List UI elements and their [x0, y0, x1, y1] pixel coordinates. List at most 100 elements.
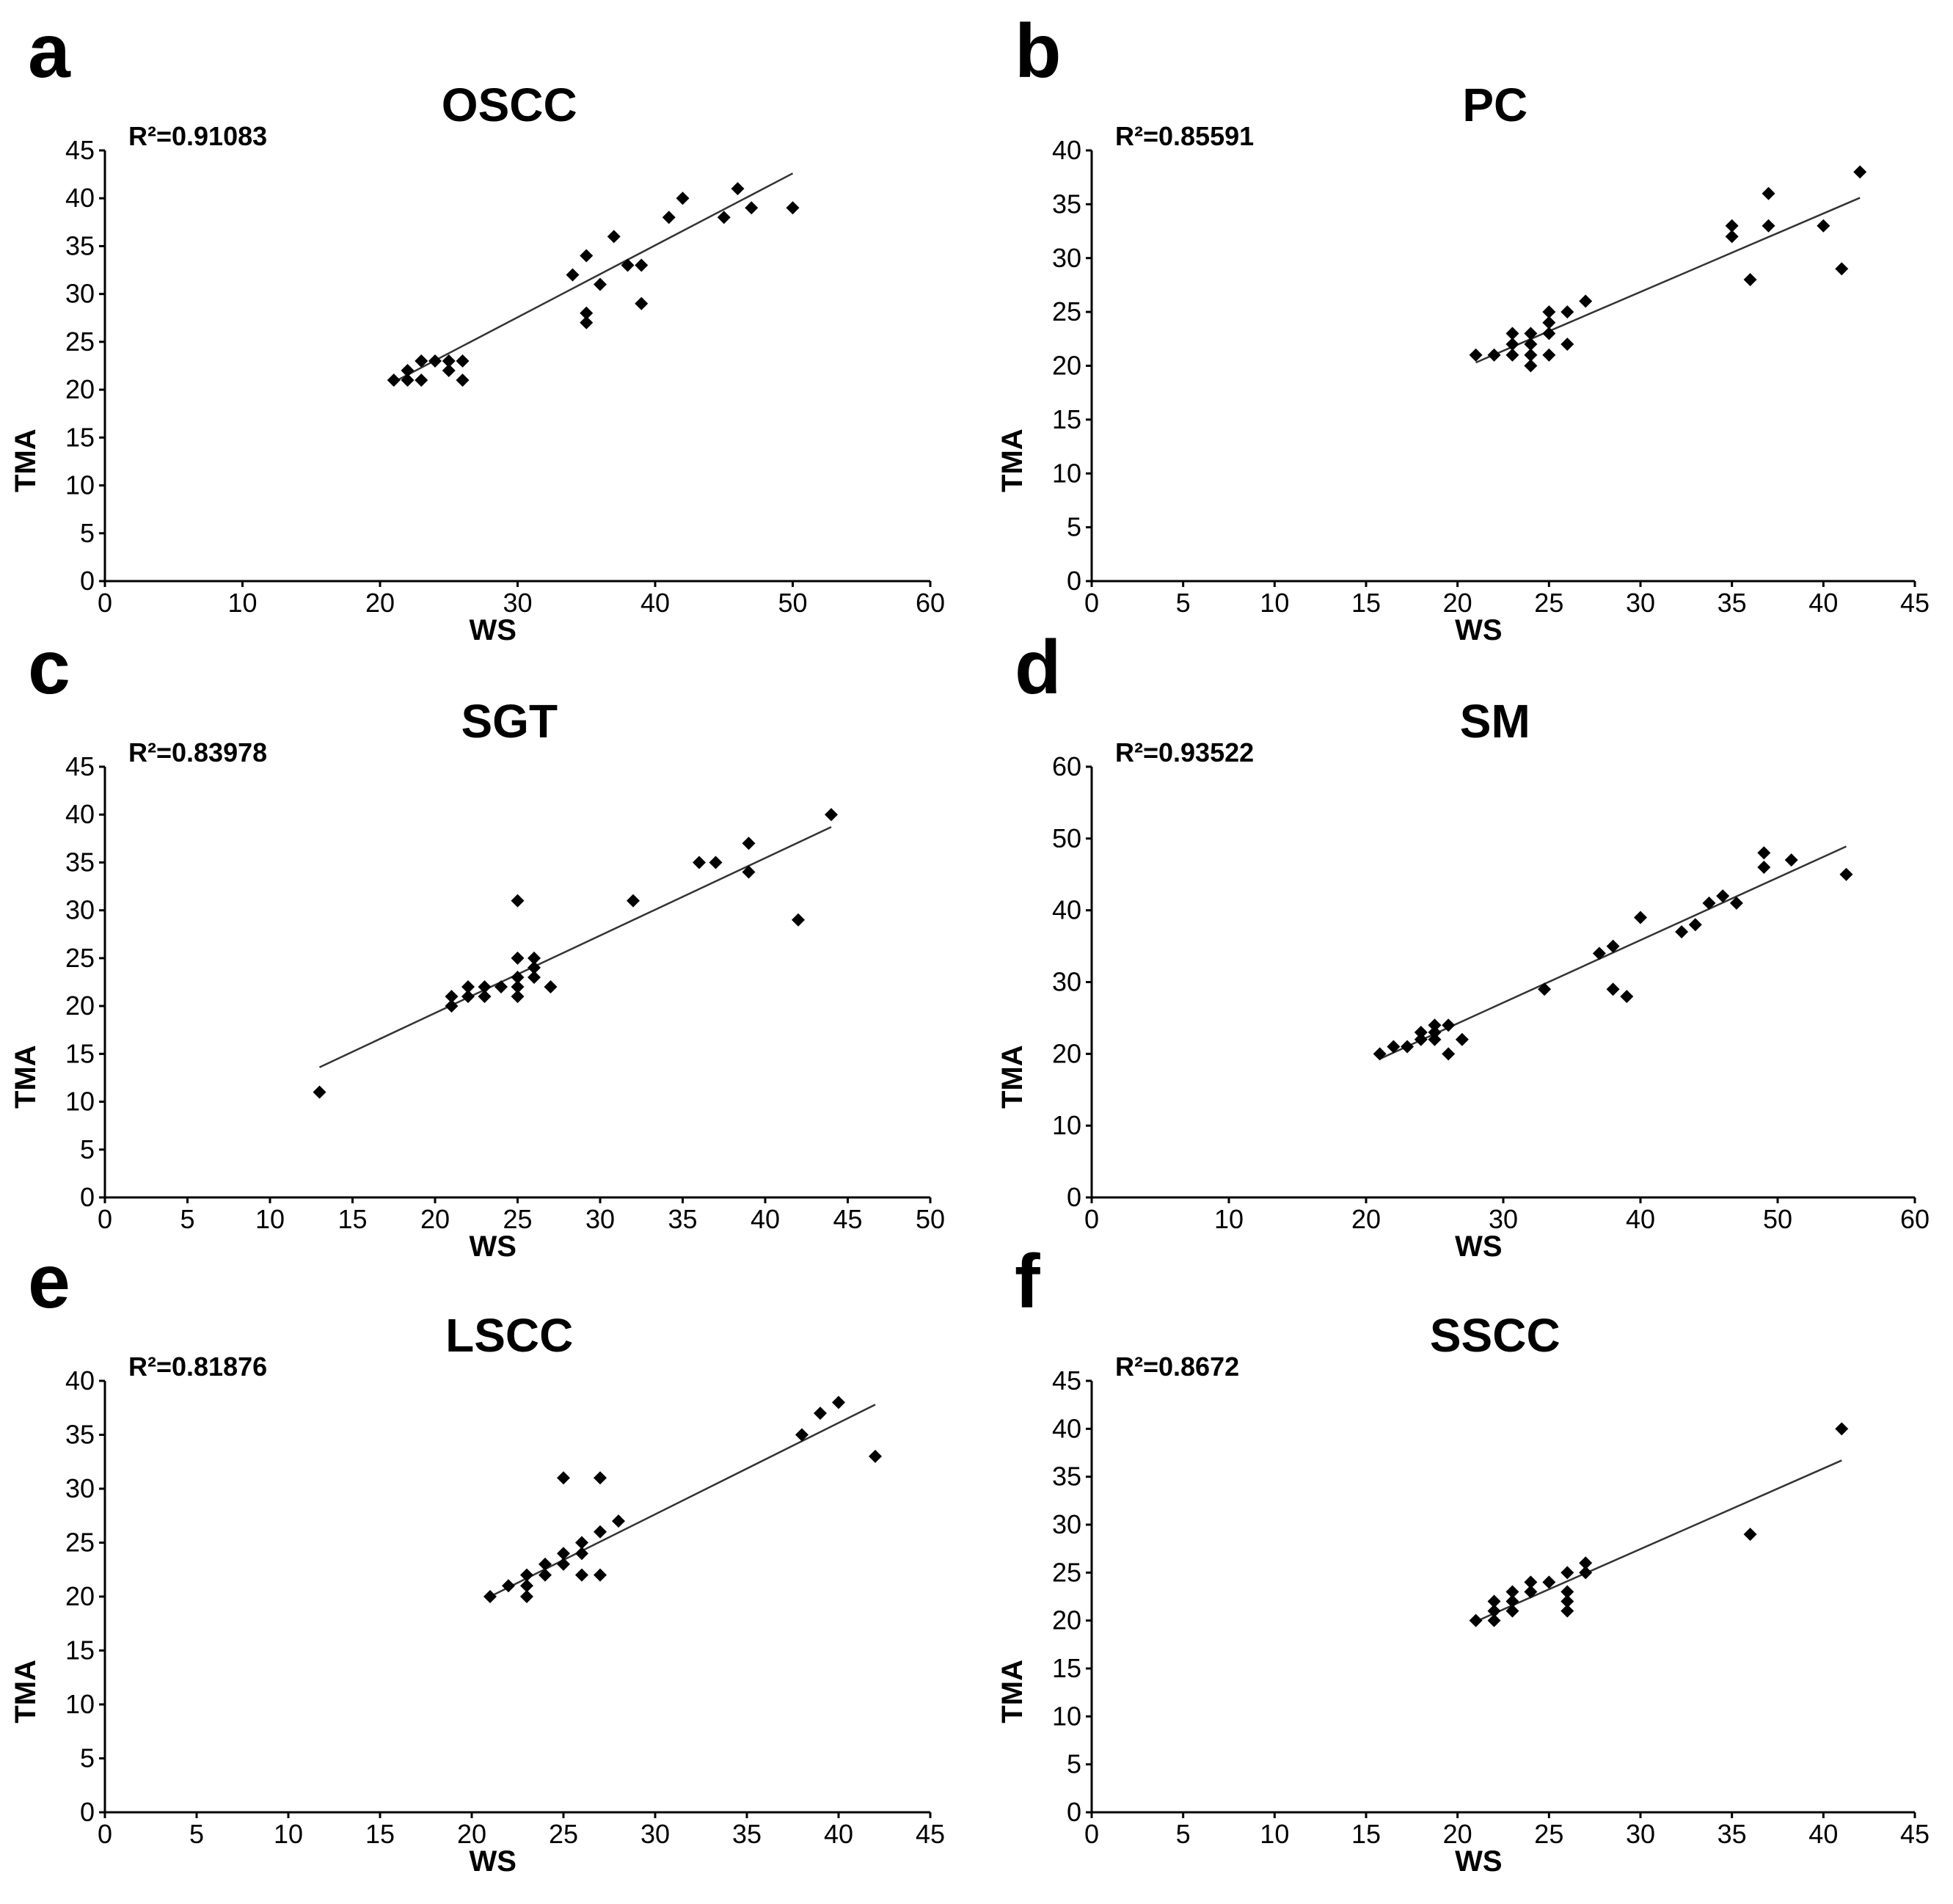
data-point — [1487, 1613, 1501, 1627]
data-point — [1606, 939, 1620, 953]
data-point — [511, 951, 525, 965]
data-point — [1579, 1566, 1593, 1580]
x-axis-label: WS — [1455, 1230, 1502, 1263]
y-axis-label: TMA — [996, 1045, 1029, 1109]
x-tick-label: 20 — [1351, 1204, 1381, 1234]
data-point — [745, 201, 759, 215]
x-tick-label: 35 — [732, 1819, 762, 1849]
data-point — [1542, 348, 1556, 362]
x-tick-label: 35 — [668, 1204, 697, 1234]
data-point — [1839, 867, 1853, 881]
y-tick-label: 30 — [1052, 967, 1081, 997]
x-tick-label: 20 — [420, 1204, 450, 1234]
r-squared-annotation: R²=0.93522 — [1115, 737, 1254, 767]
x-tick-label: 15 — [1351, 1819, 1381, 1849]
panel-b: b PC R²=0.85591 0 5 10 15 20 25 30 35 40 0 5 10 15 20 25 3… — [996, 9, 1930, 646]
data-point — [445, 999, 459, 1013]
data-point — [415, 354, 428, 368]
data-point — [1487, 1594, 1501, 1608]
data-point — [401, 364, 415, 378]
data-point — [1401, 1040, 1414, 1054]
data-point — [1469, 1613, 1483, 1627]
y-tick-label: 45 — [1052, 1365, 1081, 1396]
panel-letter: e — [28, 1239, 70, 1324]
data-point — [635, 296, 649, 310]
x-axis-label: WS — [470, 1230, 516, 1263]
data-point — [478, 990, 492, 1004]
y-tick-label: 25 — [1052, 1557, 1081, 1587]
y-tick-label: 35 — [1052, 1462, 1081, 1492]
data-point — [1428, 1032, 1442, 1046]
data-point — [580, 306, 594, 320]
y-tick-label: 30 — [65, 1473, 95, 1503]
data-point — [456, 354, 470, 368]
data-point — [1505, 327, 1519, 340]
data-point — [621, 258, 635, 272]
x-axis-label: WS — [1455, 1845, 1502, 1878]
x-tick-label: 45 — [1900, 1819, 1930, 1849]
x-tick-label: 40 — [751, 1204, 780, 1234]
panel-f: f SSCC R²=0.8672 0 5 10 15 20 25 30 35 40 45 0 5 10 15 20… — [996, 1239, 1930, 1878]
data-point — [1579, 294, 1593, 308]
data-point — [1757, 860, 1771, 874]
data-point — [1835, 262, 1849, 276]
y-tick-label: 20 — [1052, 1605, 1081, 1635]
trendline — [489, 1404, 876, 1598]
x-tick-label: 0 — [98, 1819, 112, 1849]
y-tick-label: 0 — [80, 1797, 95, 1827]
y-tick-label: 40 — [1052, 135, 1081, 165]
y-tick-label: 0 — [1067, 1797, 1081, 1827]
data-point — [1428, 1018, 1442, 1032]
data-point — [539, 1557, 552, 1571]
data-point — [1743, 1528, 1757, 1542]
x-tick-label: 30 — [640, 1819, 670, 1849]
data-point — [539, 1568, 552, 1582]
panel-letter: a — [28, 9, 71, 94]
data-point — [1729, 896, 1743, 910]
y-tick-label: 50 — [1052, 823, 1081, 853]
data-point — [461, 980, 475, 994]
data-point — [511, 980, 525, 994]
x-axis-label: WS — [470, 1845, 516, 1878]
x-tick-label: 5 — [1176, 1819, 1191, 1849]
x-tick-label: 5 — [189, 1819, 204, 1849]
data-point — [1620, 990, 1634, 1004]
y-tick-label: 35 — [1052, 189, 1081, 219]
data-point — [1702, 896, 1716, 910]
data-point — [456, 373, 470, 387]
data-point — [580, 315, 594, 329]
y-axis-label: TMA — [996, 1660, 1029, 1724]
data-point — [1606, 982, 1620, 996]
data-point — [1487, 348, 1501, 362]
data-point — [1524, 359, 1538, 373]
panel-d: d SM R²=0.93522 0 10 20 30 40 50 60 0 10 20 30 40 50 60 W… — [996, 625, 1930, 1263]
y-tick-label: 15 — [65, 1038, 95, 1068]
x-tick-label: 30 — [585, 1204, 615, 1234]
data-point — [607, 230, 621, 244]
y-tick-label: 20 — [1052, 1038, 1081, 1068]
x-tick-label: 60 — [916, 588, 945, 618]
data-point — [693, 856, 706, 869]
x-tick-label: 10 — [1214, 1204, 1244, 1234]
data-point — [1762, 219, 1775, 233]
data-point — [1542, 327, 1556, 340]
y-tick-label: 25 — [65, 1528, 95, 1558]
data-point — [575, 1568, 588, 1582]
x-tick-label: 30 — [1489, 1204, 1518, 1234]
y-tick-label: 25 — [65, 327, 95, 357]
data-point — [1725, 219, 1739, 233]
data-point — [1524, 348, 1538, 362]
r-squared-annotation: R²=0.91083 — [128, 121, 267, 151]
data-point — [1505, 338, 1519, 351]
data-point — [1455, 1032, 1469, 1046]
data-point — [1688, 918, 1702, 932]
data-point — [1762, 186, 1775, 200]
data-point — [313, 1085, 326, 1099]
r-squared-annotation: R²=0.85591 — [1115, 121, 1254, 151]
x-tick-label: 35 — [1717, 1819, 1747, 1849]
data-point — [1428, 1025, 1442, 1039]
data-point — [1784, 853, 1798, 867]
y-tick-label: 30 — [65, 895, 95, 925]
data-point — [1387, 1040, 1401, 1054]
chart-title: LSCC — [445, 1309, 573, 1362]
